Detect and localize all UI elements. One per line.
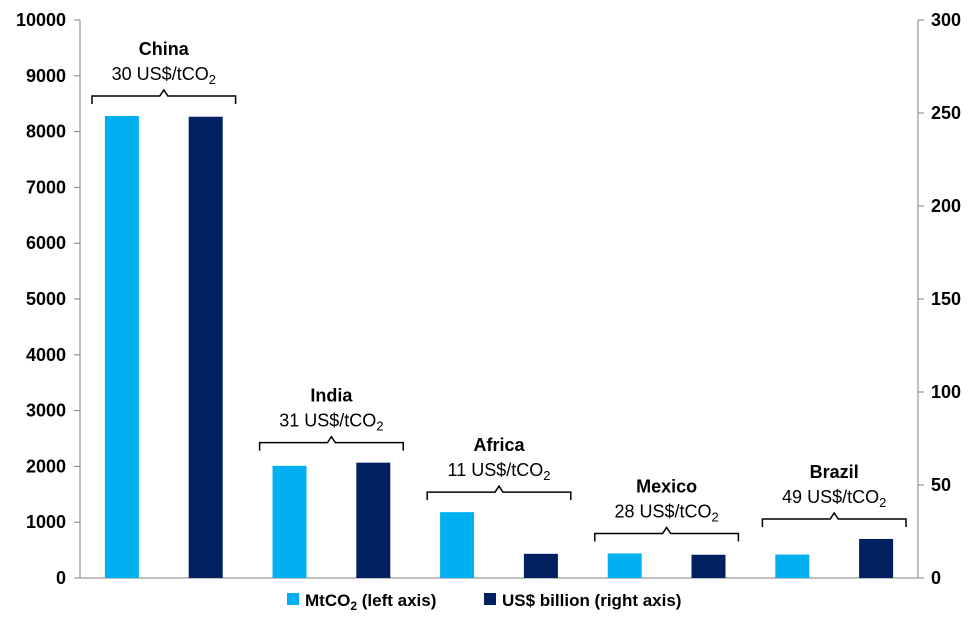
bar-india-usd [356,463,390,578]
bar-mexico-mtco2 [608,553,642,578]
brace-china [92,90,236,104]
left-tick-label: 10000 [16,10,66,30]
right-tick-label: 150 [931,289,961,309]
left-tick-label: 9000 [26,66,66,86]
right-tick-label: 100 [931,382,961,402]
label-india: India [310,386,353,406]
bar-mexico-usd [692,555,726,578]
right-tick-label: 200 [931,196,961,216]
legend-label-mtco2: MtCO2 (left axis) [305,591,436,613]
price-brazil: 49 US$/tCO2 [782,487,886,510]
bar-china-usd [189,117,223,578]
bar-brazil-usd [859,539,893,578]
right-tick-label: 250 [931,103,961,123]
left-tick-label: 2000 [26,456,66,476]
left-tick-label: 0 [56,568,66,588]
bars [105,116,893,578]
right-tick-label: 300 [931,10,961,30]
left-tick-label: 6000 [26,233,66,253]
left-tick-label: 8000 [26,122,66,142]
left-tick-label: 3000 [26,401,66,421]
brace-africa [427,486,571,500]
left-axis-ticks: 0 1000 2000 3000 4000 5000 6000 7000 8000 9000 100… [16,10,80,588]
brace-india [260,437,404,451]
legend-swatch-usd [484,593,496,605]
label-brazil: Brazil [810,462,859,482]
bar-china-mtco2 [105,116,139,578]
right-axis-ticks: 0 50 100 150 200 250 300 [918,10,961,588]
bar-africa-usd [524,554,558,578]
bar-brazil-mtco2 [775,555,809,578]
left-tick-label: 1000 [26,512,66,532]
label-china: China [139,39,190,59]
bar-india-mtco2 [273,466,307,578]
left-tick-label: 4000 [26,345,66,365]
brace-mexico [595,527,739,541]
right-tick-label: 50 [931,475,951,495]
brace-brazil [762,513,906,527]
price-africa: 11 US$/tCO2 [448,460,551,483]
legend: MtCO2 (left axis) US$ billion (right axis… [287,591,681,613]
price-india: 31 US$/tCO2 [279,411,383,434]
label-africa: Africa [473,435,525,455]
bar-africa-mtco2 [440,512,474,578]
left-tick-label: 5000 [26,289,66,309]
right-tick-label: 0 [931,568,941,588]
legend-swatch-mtco2 [287,593,299,605]
legend-label-usd: US$ billion (right axis) [502,591,681,610]
price-china: 30 US$/tCO2 [112,64,216,87]
price-mexico: 28 US$/tCO2 [614,501,718,524]
left-tick-label: 7000 [26,177,66,197]
label-mexico: Mexico [636,476,697,496]
